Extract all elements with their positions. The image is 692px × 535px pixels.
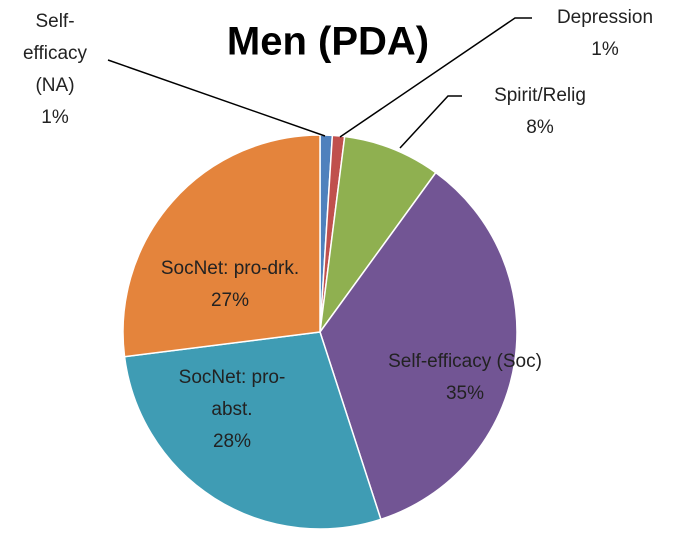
slice-label: SocNet: pro-drk. 27% <box>160 253 300 317</box>
category-name: Spirit/Relig <box>494 85 586 106</box>
slice-label: Self-efficacy (Soc) 35% <box>375 346 555 410</box>
leader-line <box>339 17 532 138</box>
value-label: 27% <box>210 290 250 311</box>
pie-slice <box>319 135 437 333</box>
category-name: SocNet: pro-abst. <box>178 367 286 420</box>
value-label: 28% <box>212 431 252 452</box>
value-label: 35% <box>445 383 485 404</box>
category-name: SocNet: pro-drk. <box>160 258 300 279</box>
category-name: Depression <box>556 7 654 28</box>
slice-label: Self-efficacy (NA) 1% <box>15 6 95 134</box>
value-label: 1% <box>41 107 69 128</box>
leader-line <box>107 59 326 137</box>
pie-slice <box>122 134 321 358</box>
value-label: 8% <box>526 117 554 138</box>
category-name: Self-efficacy (Soc) <box>388 351 542 372</box>
category-name: Self-efficacy (NA) <box>22 11 88 96</box>
slice-label: SocNet: pro-abst. 28% <box>162 362 302 458</box>
pie-slice <box>319 171 518 521</box>
slice-label: Depression 1% <box>540 2 670 66</box>
value-label: 1% <box>591 39 619 60</box>
chart-title: Men (PDA) <box>226 19 430 64</box>
slice-label: Spirit/Relig 8% <box>475 80 605 144</box>
pie-slice <box>123 331 382 530</box>
leader-line <box>399 95 462 149</box>
